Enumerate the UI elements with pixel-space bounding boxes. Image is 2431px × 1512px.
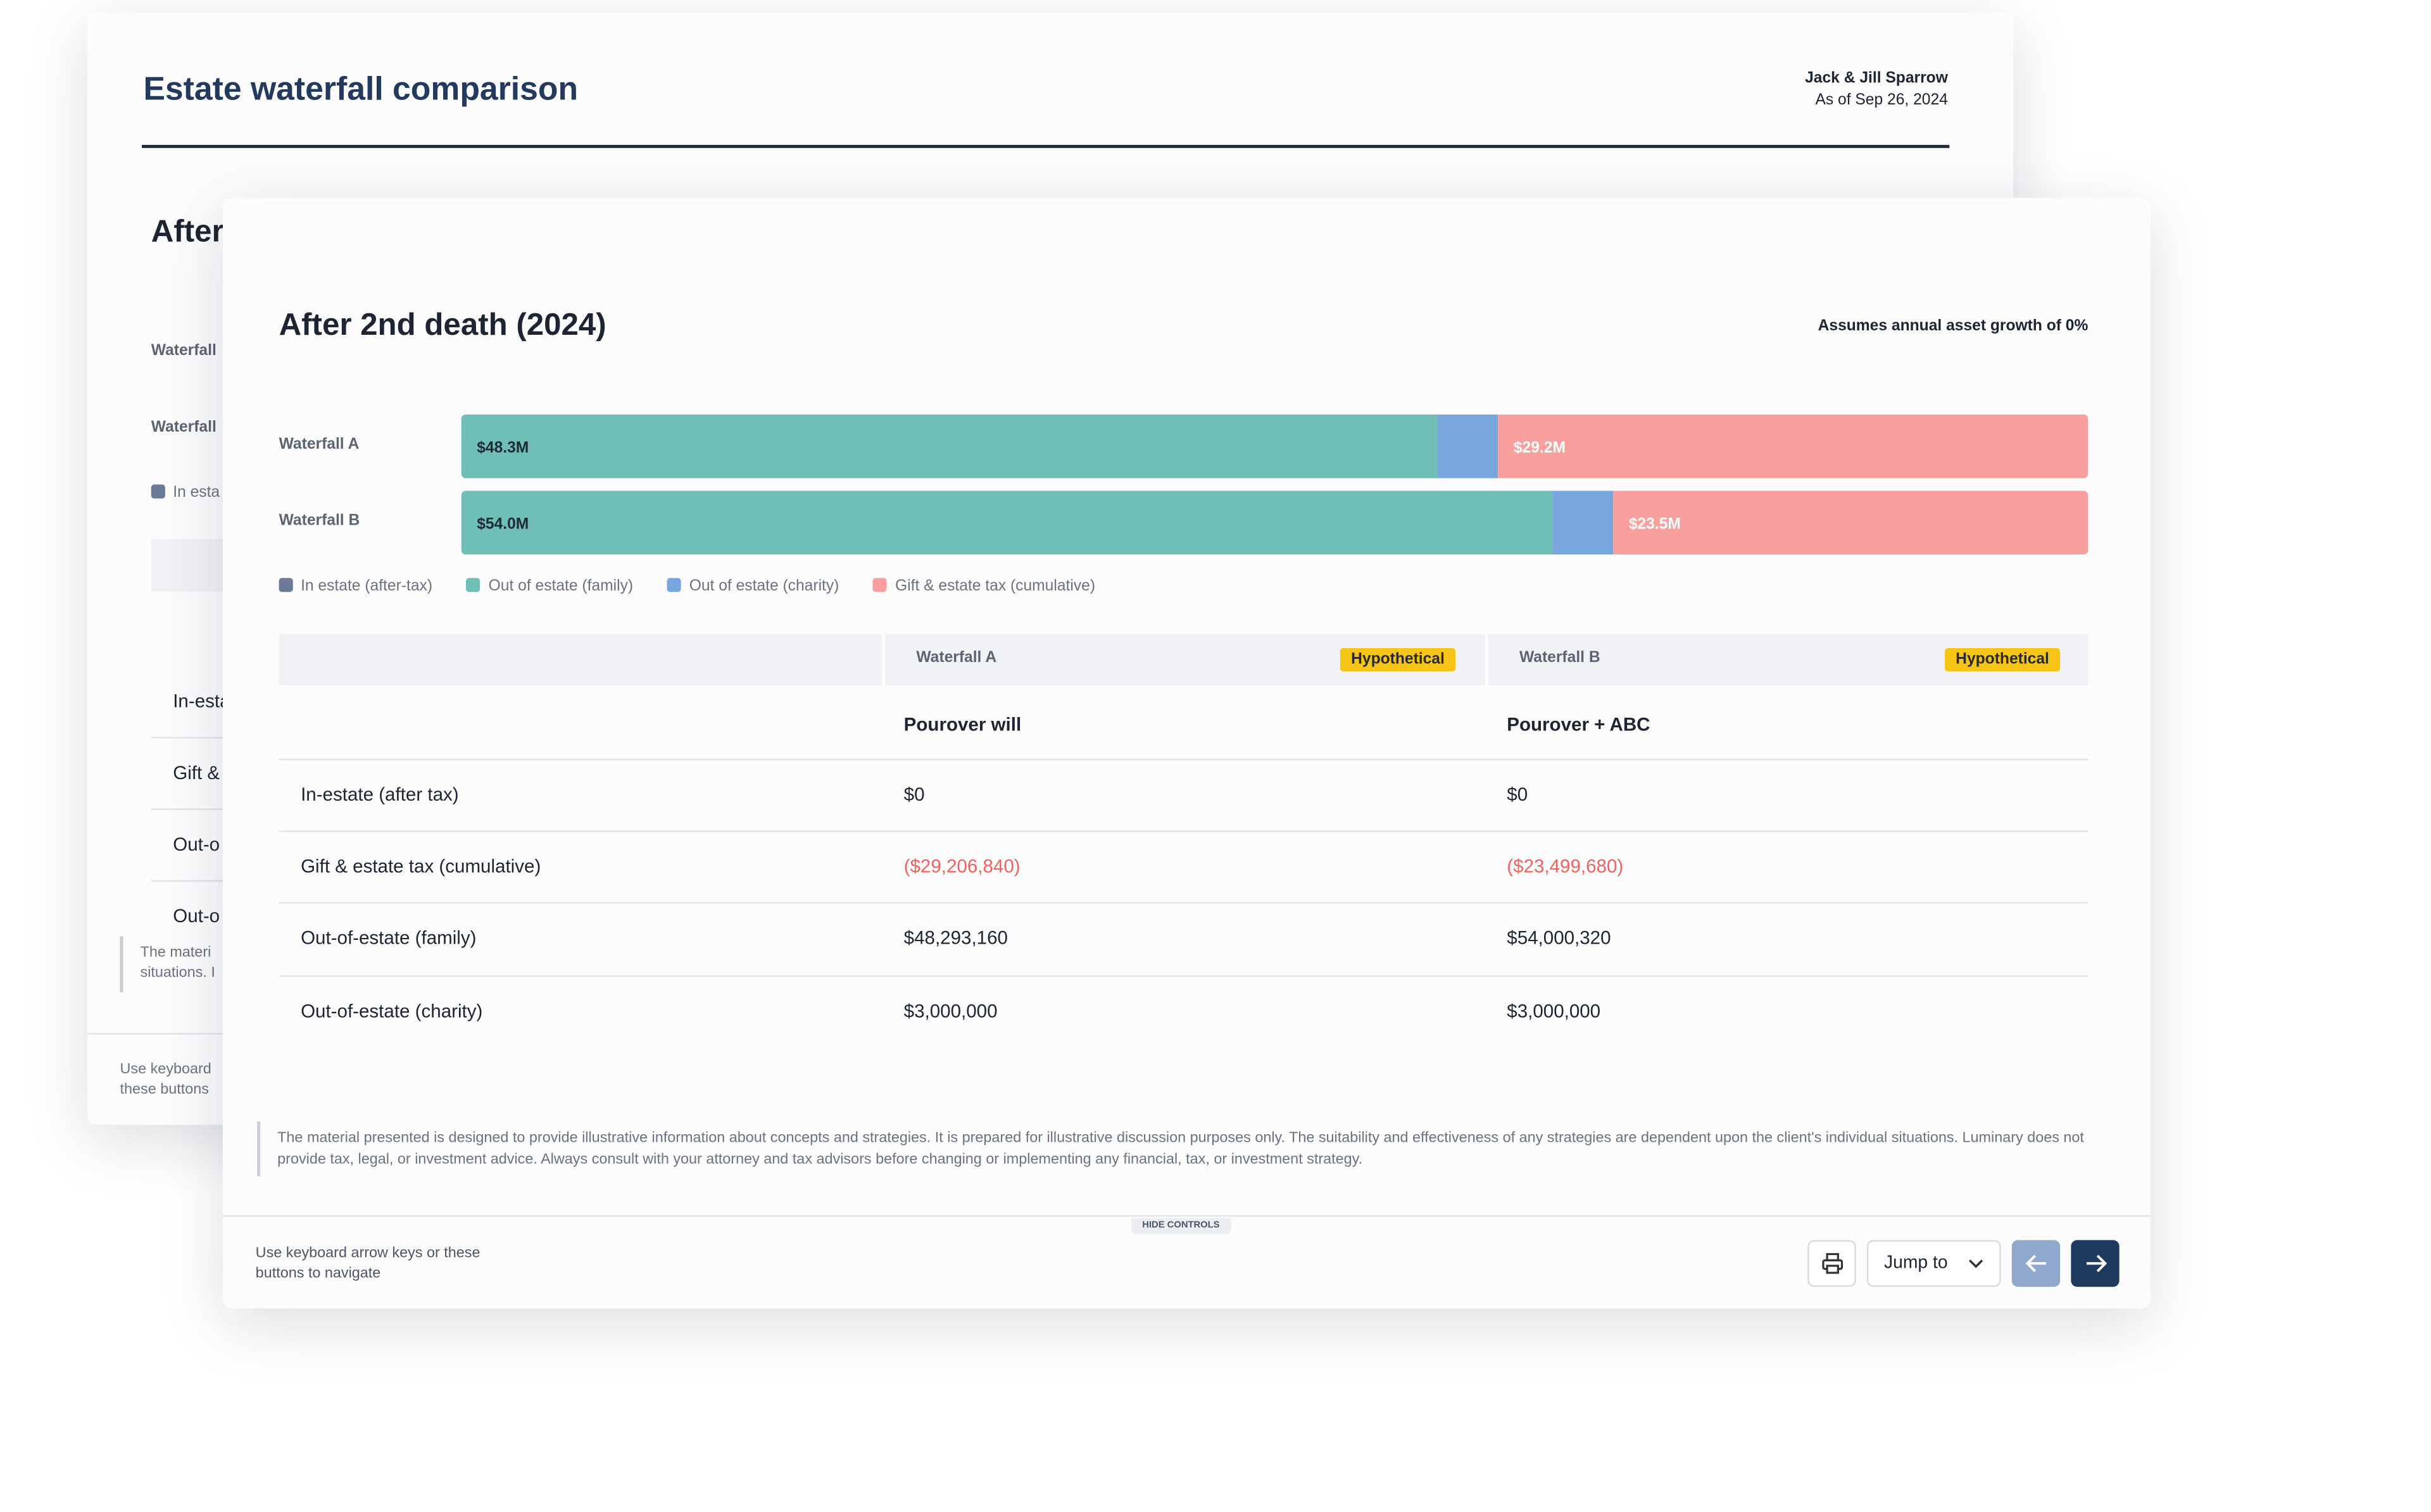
hypothetical-badge: Hypothetical [1340,647,1456,672]
hide-controls[interactable]: HIDE CONTROLS [1131,1218,1231,1234]
legend-label: Gift & estate tax (cumulative) [895,578,1096,596]
row-label: Waterfall [151,419,217,437]
column-divider [882,634,886,686]
client-name: Jack & Jill Sparrow [1805,70,1948,87]
cell-value: $48,293,160 [903,927,1008,949]
legend-swatch [667,578,682,592]
bar-segment [461,490,1553,555]
value-label: $29.2M [1514,439,1566,456]
disclaimer: The materi [140,944,211,961]
print-icon [1821,1253,1842,1274]
legend-label: Out of estate (charity) [689,578,839,596]
cell-value: $0 [903,784,925,806]
row-divider [279,830,2089,832]
legend-swatch [467,578,481,592]
arrow-left [2025,1254,2045,1272]
row-divider [279,902,2089,904]
row-label: In-esta [173,690,230,712]
row-label: Out-o [173,905,220,927]
jump-to-label: Jump to [1883,1254,1948,1273]
nav-hint: these buttons [120,1081,209,1099]
legend-swatch [279,578,293,592]
bar-segment [1613,490,2089,555]
column-header: Waterfall A [916,649,997,667]
nav-hint: Use keyboard [120,1061,211,1078]
row-label: Waterfall [151,342,217,360]
legend-item: Gift & estate tax (cumulative) [873,578,1096,596]
title-rule [141,144,1950,148]
print-button[interactable] [1807,1240,1856,1287]
previous-button[interactable] [2011,1240,2061,1287]
disclaimer-bar [120,936,123,992]
row-label: Out-of-estate (charity) [301,1000,483,1022]
row-divider [279,975,2089,977]
cell-value: ($23,499,680) [1507,855,1624,877]
cell-value: $54,000,320 [1507,927,1611,949]
section-title: After [151,215,224,249]
legend-swatch [873,578,888,592]
legend: In estate (after-tax) Out of estate (fami… [279,578,1130,595]
legend-label: In esta [173,484,220,502]
footer-divider [222,1215,2151,1217]
next-button[interactable] [2071,1240,2120,1287]
chart-title: After 2nd death (2024) [279,308,606,343]
jump-to-select[interactable]: Jump to [1866,1240,2001,1287]
arrow-right [2085,1254,2106,1272]
category-label: Waterfall B [279,512,360,530]
bar-segment [1552,490,1614,555]
bar-segment [1498,414,2089,478]
hypothetical-badge: Hypothetical [1944,647,2061,672]
legend-swatch [151,484,165,499]
cell-value: ($29,206,840) [903,855,1021,877]
bar-segment [461,414,1438,478]
nav-hint: Use keyboard arrow keys or these buttons… [255,1244,481,1282]
table-header [279,634,2089,686]
legend-item: In estate (after-tax) [279,578,432,595]
legend-label: Out of estate (family) [488,578,634,596]
legend-item: Out of estate (charity) [667,578,839,595]
plan-name: Pourover will [903,713,1022,735]
disclaimer: situations. I [140,964,215,982]
cell-value: $0 [1507,784,1528,806]
plan-name: Pourover + ABC [1507,713,1650,735]
row-divider [279,758,2089,761]
disclaimer-bar [257,1122,261,1177]
column-header: Waterfall B [1519,649,1600,667]
category-label: Waterfall A [279,436,360,454]
slide-title: Estate waterfall comparison [143,72,579,108]
chevron-down [1969,1259,1983,1268]
disclaimer: The material presented is designed to pr… [277,1129,2084,1168]
value-label: $23.5M [1629,516,1681,533]
cell-value: $3,000,000 [1507,1000,1601,1022]
value-label: $48.3M [477,439,529,456]
as-of-date: As of Sep 26, 2024 [1815,92,1948,109]
row-label: Gift & [173,761,220,784]
row-label: Gift & estate tax (cumulative) [301,855,541,877]
chart-subtitle: Assumes annual asset growth of 0% [1818,318,2089,335]
value-label: $54.0M [477,516,529,533]
bar-segment [1437,414,1498,478]
row-label: In-estate (after tax) [301,784,459,806]
legend-item: Out of estate (family) [467,578,633,595]
legend-label: In estate (after-tax) [301,578,433,596]
front-slide: After 2nd death (2024) Assumes annual as… [222,197,2151,1309]
legend-item: In esta [151,484,220,502]
row-label: Out-of-estate (family) [301,927,477,949]
row-label: Out-o [173,833,220,856]
column-divider [1485,634,1488,686]
stacked-bar-chart: $48.3M $29.2M $54.0M $23.5M [461,414,2089,555]
cell-value: $3,000,000 [903,1000,998,1022]
